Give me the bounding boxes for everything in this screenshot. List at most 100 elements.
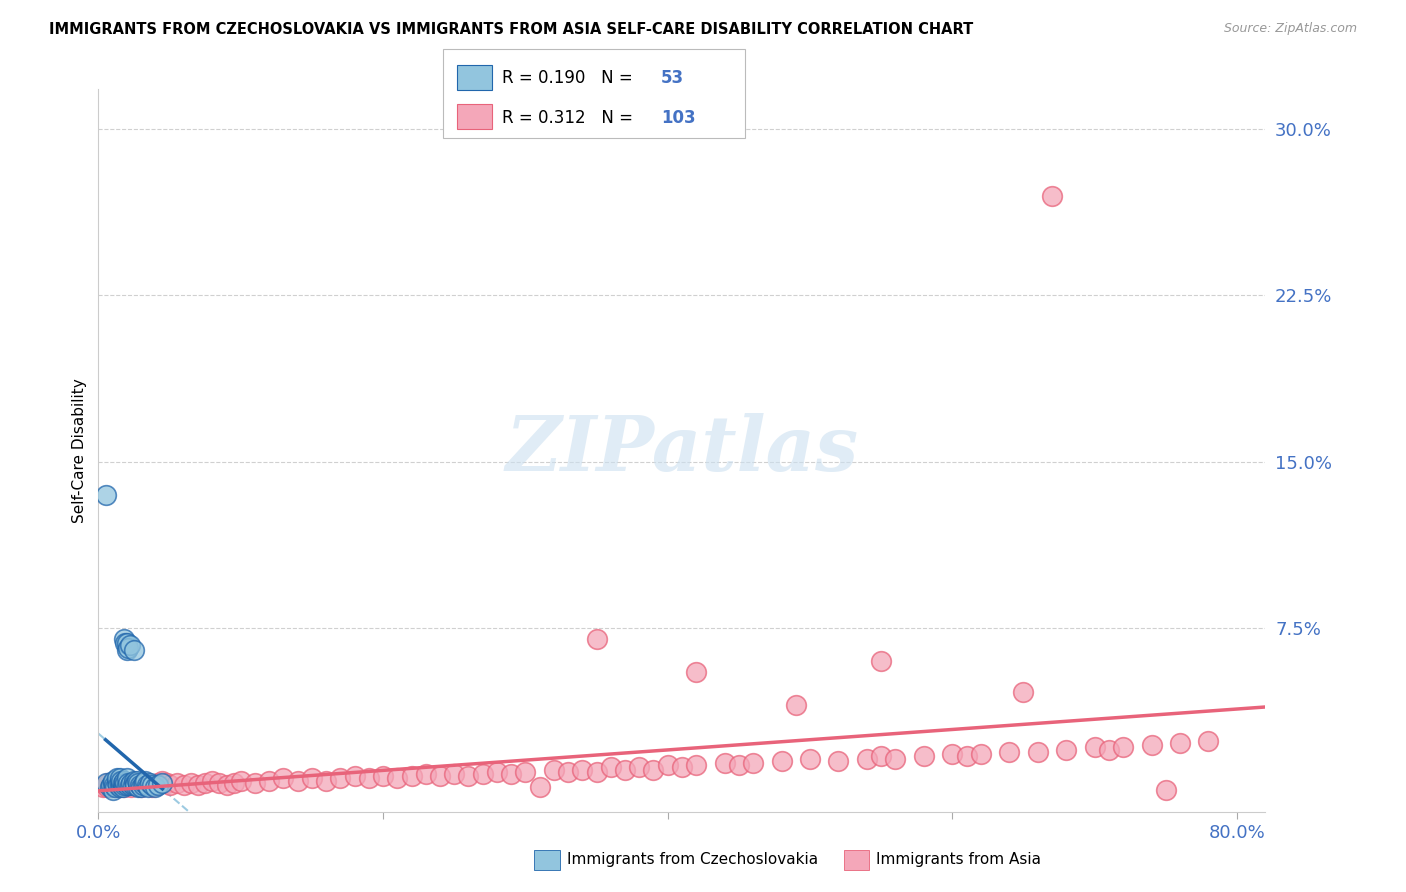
Point bbox=[1154, 782, 1177, 797]
Point bbox=[135, 778, 157, 792]
Point bbox=[180, 776, 202, 790]
Point bbox=[97, 776, 120, 790]
Point bbox=[125, 776, 148, 790]
Point bbox=[457, 769, 479, 783]
Point bbox=[135, 776, 157, 790]
Point bbox=[118, 778, 141, 792]
Point bbox=[101, 773, 124, 788]
Point bbox=[799, 751, 821, 765]
Point bbox=[132, 778, 155, 792]
Point bbox=[100, 780, 122, 795]
Point bbox=[1054, 742, 1077, 756]
Point bbox=[471, 767, 494, 781]
Point bbox=[401, 769, 423, 783]
Point bbox=[713, 756, 735, 770]
Point bbox=[127, 776, 149, 790]
Point bbox=[599, 760, 621, 774]
Point bbox=[1168, 736, 1191, 750]
Point bbox=[108, 780, 131, 795]
Point bbox=[117, 640, 139, 655]
Point bbox=[108, 772, 131, 786]
Point bbox=[105, 776, 128, 790]
Point bbox=[101, 776, 124, 790]
Point bbox=[156, 776, 179, 790]
Text: ZIPatlas: ZIPatlas bbox=[505, 414, 859, 487]
Text: Immigrants from Asia: Immigrants from Asia bbox=[876, 853, 1040, 867]
Point bbox=[870, 749, 893, 764]
Y-axis label: Self-Care Disability: Self-Care Disability bbox=[72, 378, 87, 523]
Point bbox=[215, 778, 238, 792]
Point bbox=[685, 758, 707, 772]
Point bbox=[955, 749, 977, 764]
Point bbox=[94, 488, 117, 502]
Point bbox=[105, 778, 128, 792]
Point bbox=[141, 778, 163, 792]
Point bbox=[557, 764, 579, 779]
Text: R = 0.190   N =: R = 0.190 N = bbox=[502, 70, 638, 87]
Point bbox=[128, 778, 150, 792]
Point bbox=[141, 780, 163, 795]
Point bbox=[114, 776, 136, 790]
Point bbox=[108, 773, 131, 788]
Point bbox=[111, 780, 134, 795]
Point bbox=[856, 751, 879, 765]
Point bbox=[118, 639, 141, 653]
Point bbox=[104, 780, 127, 795]
Point bbox=[110, 778, 132, 792]
Point bbox=[243, 776, 266, 790]
Point bbox=[152, 773, 174, 788]
Point bbox=[120, 780, 142, 795]
Point bbox=[111, 776, 134, 790]
Point bbox=[122, 643, 145, 657]
Point bbox=[770, 754, 793, 768]
Point bbox=[148, 778, 170, 792]
Point bbox=[101, 778, 124, 792]
Point bbox=[110, 778, 132, 792]
Point bbox=[585, 764, 607, 779]
Point bbox=[614, 763, 637, 777]
Text: R = 0.312   N =: R = 0.312 N = bbox=[502, 109, 638, 127]
Point bbox=[148, 776, 170, 790]
Point bbox=[108, 780, 131, 795]
Point bbox=[122, 773, 145, 788]
Point bbox=[827, 754, 849, 768]
Point bbox=[329, 772, 352, 786]
Point bbox=[257, 773, 280, 788]
Point bbox=[415, 767, 437, 781]
Point bbox=[129, 780, 152, 795]
Point bbox=[571, 763, 593, 777]
Point bbox=[127, 780, 149, 795]
Point bbox=[115, 778, 138, 792]
Point bbox=[125, 773, 148, 788]
Point bbox=[543, 763, 565, 777]
Point bbox=[134, 773, 156, 788]
Point bbox=[115, 636, 138, 650]
Point bbox=[643, 763, 665, 777]
Point bbox=[208, 776, 231, 790]
Point bbox=[187, 778, 209, 792]
Point bbox=[785, 698, 807, 713]
Point bbox=[115, 772, 138, 786]
Point bbox=[273, 772, 295, 786]
Point bbox=[173, 778, 195, 792]
Point bbox=[229, 773, 252, 788]
Point bbox=[131, 778, 153, 792]
Point bbox=[101, 782, 124, 797]
Point bbox=[685, 665, 707, 679]
Point bbox=[107, 778, 129, 792]
Point bbox=[657, 758, 679, 772]
Point bbox=[138, 776, 160, 790]
Point bbox=[105, 772, 128, 786]
Point bbox=[122, 778, 145, 792]
Point bbox=[443, 767, 465, 781]
Point bbox=[107, 776, 129, 790]
Text: 103: 103 bbox=[661, 109, 696, 127]
Point bbox=[143, 778, 166, 792]
Point bbox=[671, 760, 693, 774]
Point bbox=[96, 780, 118, 795]
Point bbox=[112, 780, 135, 795]
Point bbox=[94, 778, 117, 792]
Point bbox=[143, 780, 166, 795]
Point bbox=[515, 764, 537, 779]
Point bbox=[371, 769, 394, 783]
